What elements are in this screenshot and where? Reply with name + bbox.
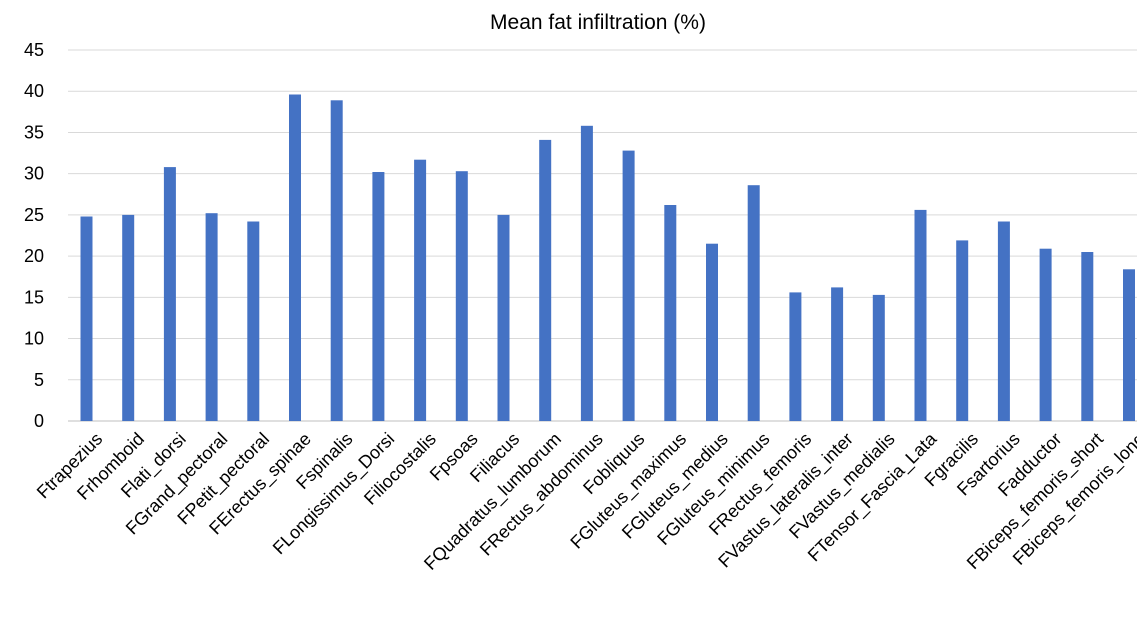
y-tick-label: 40	[24, 81, 44, 101]
bar	[330, 100, 343, 422]
bar	[956, 240, 969, 421]
bar	[372, 172, 385, 421]
bar	[247, 221, 260, 421]
y-tick-label: 35	[24, 122, 44, 142]
y-tick-label: 10	[24, 329, 44, 349]
bar	[455, 171, 468, 421]
y-tick-label: 5	[34, 370, 44, 390]
bar	[580, 125, 593, 422]
y-tick-label: 45	[24, 40, 44, 60]
bar	[205, 213, 218, 421]
bar	[747, 185, 760, 421]
y-tick-label: 30	[24, 164, 44, 184]
bar	[872, 294, 885, 421]
bar	[163, 167, 176, 421]
x-axis-category-labels: FtrapeziusFrhomboidFlati_dorsiFGrand_pec…	[33, 428, 1137, 574]
bar	[914, 209, 927, 421]
bar	[789, 292, 802, 421]
bar	[706, 243, 718, 421]
y-tick-label: 15	[24, 287, 44, 307]
bar	[497, 214, 510, 421]
chart-title: Mean fat infiltration (%)	[490, 11, 706, 34]
bar	[1039, 248, 1052, 421]
bar	[997, 221, 1010, 421]
bar	[664, 205, 677, 421]
bar	[622, 150, 635, 421]
bar	[289, 94, 301, 421]
bar	[122, 214, 135, 421]
bar	[80, 216, 93, 421]
y-tick-label: 0	[34, 411, 44, 431]
bar	[414, 159, 427, 421]
bar	[539, 139, 552, 421]
bar	[1123, 269, 1135, 421]
y-axis-tick-labels: 0 5 10 15 20 25 30 35 40 45	[24, 40, 44, 431]
bars	[80, 94, 1135, 422]
y-tick-label: 25	[24, 205, 44, 225]
y-tick-label: 20	[24, 246, 44, 266]
gridlines	[68, 49, 1137, 422]
bar	[1081, 252, 1094, 421]
bar	[831, 287, 844, 421]
